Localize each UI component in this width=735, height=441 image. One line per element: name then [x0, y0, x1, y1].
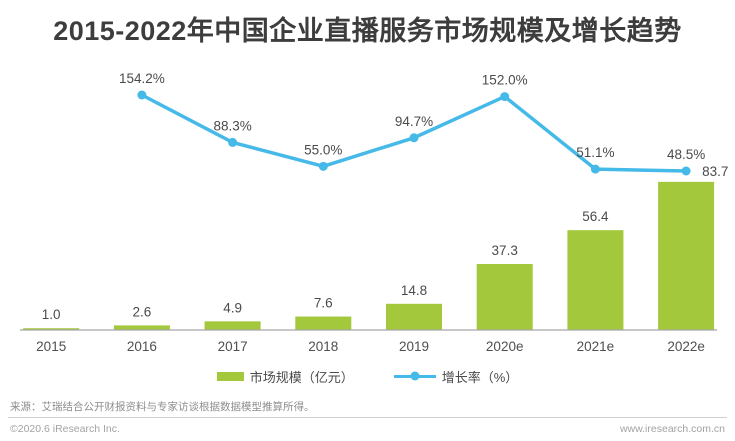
bar-2016 — [113, 325, 170, 330]
x-tick-2020e: 2020e — [486, 339, 524, 354]
legend-label-market-size: 市场规模（亿元） — [249, 369, 354, 385]
bar-2021e — [567, 230, 624, 330]
bar-series-swatch-icon — [216, 371, 244, 381]
website-text: www.iresearch.com.cn — [619, 423, 725, 435]
bar-2019 — [386, 303, 442, 330]
x-tick-2018: 2018 — [308, 339, 338, 354]
line-point-2019 — [409, 133, 419, 143]
footer-row: ©2020.6 iResearch Inc. www.iresearch.com… — [10, 423, 725, 435]
line-label-2019: 94.7% — [395, 114, 433, 129]
x-tick-2021e: 2021e — [577, 339, 615, 354]
footer-divider — [8, 417, 727, 418]
bar-2020e — [476, 263, 533, 330]
legend-item-market-size: 市场规模（亿元） — [216, 367, 354, 386]
line-point-2016 — [137, 90, 147, 100]
line-label-2022e: 48.5% — [667, 147, 705, 162]
line-point-2021e — [590, 164, 600, 174]
line-point-2018 — [318, 161, 328, 171]
line-label-2017: 88.3% — [213, 118, 251, 133]
bar-label-2022e: 83.7 — [702, 164, 728, 179]
legend-label-growth-rate: 增长率（%） — [441, 369, 519, 385]
copyright-text: ©2020.6 iResearch Inc. — [10, 423, 120, 435]
bar-label-2016: 2.6 — [133, 304, 152, 319]
bar-2017 — [204, 321, 261, 330]
bar-label-2021e: 56.4 — [582, 209, 609, 224]
legend-item-growth-rate: 增长率（%） — [393, 367, 519, 386]
bar-label-2017: 4.9 — [223, 300, 242, 315]
bar-label-2019: 14.8 — [401, 283, 427, 298]
line-label-2016: 154.2% — [119, 71, 165, 86]
source-note: 来源：艾瑞结合公开财报资料与专家访谈根据数据模型推算所得。 — [10, 401, 315, 413]
bar-label-2015: 1.0 — [42, 307, 61, 322]
line-label-2018: 55.0% — [304, 142, 342, 157]
x-tick-2016: 2016 — [127, 339, 157, 354]
x-tick-2022e: 2022e — [667, 339, 705, 354]
x-tick-2017: 2017 — [218, 339, 248, 354]
x-tick-2019: 2019 — [399, 339, 429, 354]
bar-2015 — [23, 328, 80, 330]
bar-label-2020e: 37.3 — [492, 243, 518, 258]
line-label-2020e: 152.0% — [482, 73, 528, 88]
line-point-2022e — [681, 166, 691, 176]
bar-2022e — [658, 181, 715, 330]
bar-label-2018: 7.6 — [314, 296, 333, 311]
line-point-2017 — [228, 137, 238, 147]
chart-legend: 市场规模（亿元） 增长率（%） — [0, 366, 735, 386]
x-tick-2015: 2015 — [36, 339, 66, 354]
line-series-swatch-icon — [393, 371, 436, 381]
chart-title: 2015-2022年中国企业直播服务市场规模及增长趋势 — [53, 16, 682, 46]
bar-2018 — [295, 316, 352, 330]
line-point-2020e — [500, 92, 510, 102]
chart-canvas: 2015 2016 2017 2018 2019 2020e 2021e 2022e 1.0 2.… — [20, 71, 728, 354]
line-label-2021e: 51.1% — [576, 145, 614, 160]
